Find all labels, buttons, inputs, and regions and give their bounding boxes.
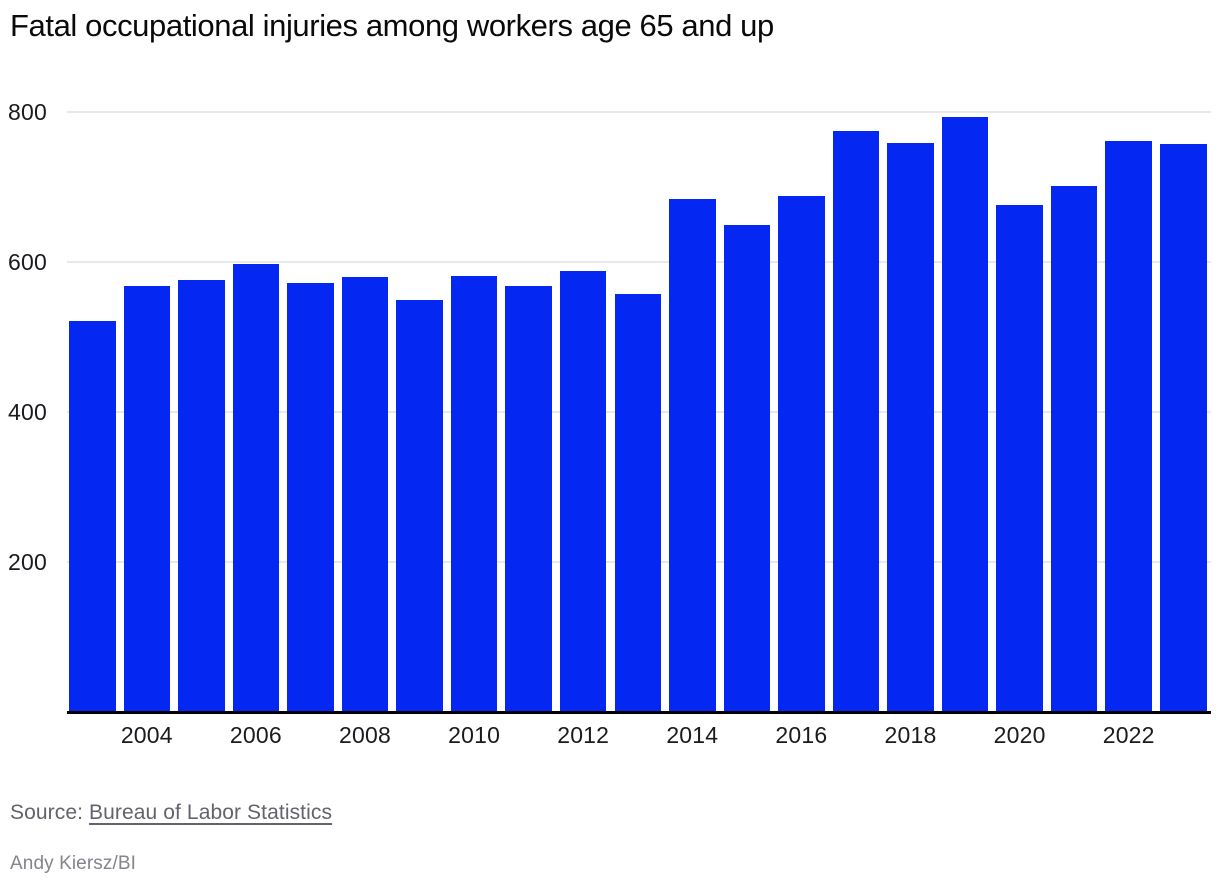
bar-2018 (887, 142, 934, 712)
y-tick-label-600: 600 (8, 249, 47, 276)
gridline-600 (67, 261, 1211, 264)
x-axis-line (67, 711, 1211, 714)
source-prefix-label: Source: (10, 801, 90, 824)
bar-2007 (287, 283, 334, 712)
x-tick-label-2018: 2018 (884, 722, 937, 748)
chart-title: Fatal occupational injuries among worker… (10, 8, 774, 43)
bar-2020 (996, 205, 1043, 712)
x-tick-label-2022: 2022 (1102, 722, 1155, 748)
x-tick-label-2006: 2006 (229, 722, 282, 748)
bar-2017 (832, 130, 880, 712)
bar-2013 (614, 294, 661, 712)
x-tick-label-2012: 2012 (557, 722, 610, 748)
bar-2014 (669, 199, 716, 712)
source-link[interactable]: Bureau of Labor Statistics (89, 801, 333, 824)
gridline-800 (67, 111, 1211, 114)
bar-2011 (505, 286, 552, 712)
x-tick-label-2020: 2020 (993, 722, 1046, 748)
x-tick-label-2010: 2010 (448, 722, 501, 748)
bar-2008 (341, 277, 389, 712)
bar-2010 (450, 276, 498, 712)
x-tick-label-2014: 2014 (666, 722, 719, 748)
x-tick-label-2016: 2016 (775, 722, 828, 748)
bar-2019 (941, 116, 989, 712)
bar-2009 (396, 299, 443, 712)
bar-2004 (123, 286, 171, 712)
x-tick-label-2004: 2004 (120, 722, 173, 748)
bar-2015 (723, 224, 771, 712)
bar-2005 (178, 280, 225, 712)
bar-2012 (559, 271, 607, 712)
y-tick-label-400: 400 (8, 399, 47, 426)
y-tick-label-200: 200 (8, 549, 47, 576)
x-tick-label-2008: 2008 (339, 722, 391, 748)
bar-2022 (1105, 140, 1152, 712)
plot-area (67, 92, 1211, 712)
bar-2006 (232, 263, 280, 712)
bar-2016 (778, 196, 825, 712)
bar-2023 (1160, 144, 1207, 712)
credit-line: Andy Kiersz/BI (10, 853, 137, 874)
bar-2021 (1050, 185, 1098, 712)
y-tick-label-800: 800 (8, 99, 47, 126)
source-line: Source: Bureau of Labor Statistics (10, 801, 332, 825)
bar-2003 (69, 320, 116, 712)
